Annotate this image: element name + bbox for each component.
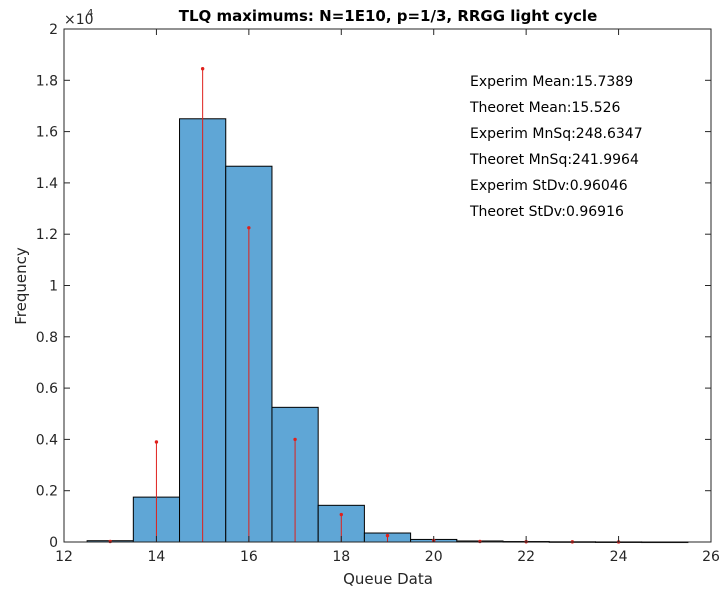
y-tick-label-0.6: 0.6 [36, 381, 58, 397]
theoretical-marker-18 [339, 512, 343, 517]
theoretical-marker-15 [200, 67, 205, 71]
y-tick-label-1: 1 [49, 279, 58, 295]
chart-title: TLQ maximums: N=1E10, p=1/3, RRGG light … [179, 7, 598, 25]
y-tick-label-0.8: 0.8 [36, 330, 58, 346]
tick-labels: 12 14 16 18 20 22 24 26 0 0.2 0.4 0.6 0.8 1 1.2 1.4 1.6 1… [36, 22, 720, 565]
y-exponent-base: ×10 [64, 12, 94, 28]
theoretical-marker-13 [108, 539, 112, 544]
y-tick-label-0.2: 0.2 [36, 484, 58, 500]
y-tick-label-1.8: 1.8 [36, 73, 58, 89]
y-tick-label-1.4: 1.4 [36, 176, 58, 192]
statistic-annotation: Theoret StDv:0.96916 [469, 204, 624, 220]
x-axis-label: Queue Data [343, 570, 433, 588]
x-tick-label-22: 22 [517, 549, 535, 565]
statistics-annotations: Experim Mean:15.7389 Theoret Mean:15.526 E… [469, 74, 643, 220]
theoretical-marker-21 [478, 539, 482, 544]
x-tick-label-20: 20 [425, 549, 443, 565]
x-tick-label-14: 14 [148, 549, 166, 565]
x-tick-label-16: 16 [240, 549, 258, 565]
y-tick-label-1.2: 1.2 [36, 227, 58, 243]
x-tick-label-26: 26 [702, 549, 720, 565]
y-axis-label: Frequency [12, 247, 30, 325]
x-tick-label-18: 18 [332, 549, 350, 565]
statistic-annotation: Experim StDv:0.96046 [470, 178, 628, 194]
statistic-annotation: Experim MnSq:248.6347 [470, 126, 643, 142]
theoretical-marker-14 [154, 440, 159, 444]
y-tick-label-0.4: 0.4 [36, 432, 58, 448]
statistic-annotation: Theoret Mean:15.526 [469, 100, 621, 116]
y-tick-label-1.6: 1.6 [36, 125, 58, 141]
x-tick-label-24: 24 [610, 549, 628, 565]
axes [63, 28, 712, 543]
y-tick-label-0: 0 [49, 535, 58, 551]
statistic-annotation: Theoret MnSq:241.9964 [469, 152, 639, 168]
theoretical-marker-17 [293, 437, 297, 442]
y-exponent-power: 4 [87, 8, 93, 19]
x-tick-label-12: 12 [55, 549, 73, 565]
y-tick-label-2: 2 [49, 22, 58, 38]
theoretical-marker-16 [247, 226, 251, 230]
statistic-annotation: Experim Mean:15.7389 [470, 74, 633, 90]
theoretical-marker-19 [385, 533, 390, 538]
